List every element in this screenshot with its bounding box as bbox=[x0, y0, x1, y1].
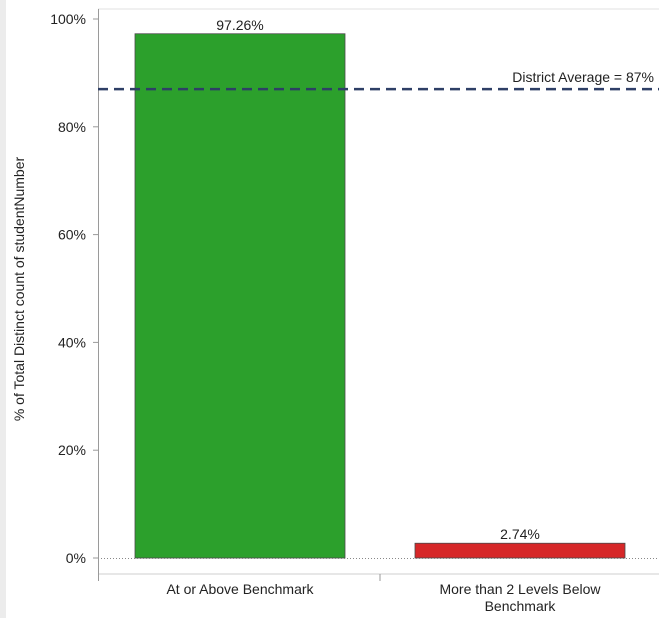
y-tick-label-3: 60% bbox=[58, 227, 86, 243]
bar-0 bbox=[134, 33, 346, 559]
x-category-label-0-line-0: At or Above Benchmark bbox=[166, 581, 314, 597]
bar-1 bbox=[414, 542, 626, 559]
y-axis-title: % of Total Distinct count of studentNumb… bbox=[11, 157, 27, 422]
y-tick-label-1: 20% bbox=[58, 442, 86, 458]
x-category-label-1-line-0: More than 2 Levels Below bbox=[439, 581, 601, 597]
y-tick-label-2: 40% bbox=[58, 334, 86, 350]
x-category-label-1-line-1: Benchmark bbox=[485, 598, 557, 614]
district-average-label: District Average = 87% bbox=[512, 69, 654, 85]
y-tick-label-0: 0% bbox=[66, 550, 86, 566]
data-label-1: 2.74% bbox=[500, 526, 540, 542]
left-edge-strip bbox=[0, 0, 6, 618]
y-tick-label-4: 80% bbox=[58, 119, 86, 135]
y-tick-label-5: 100% bbox=[50, 11, 86, 27]
data-label-0: 97.26% bbox=[216, 17, 263, 33]
